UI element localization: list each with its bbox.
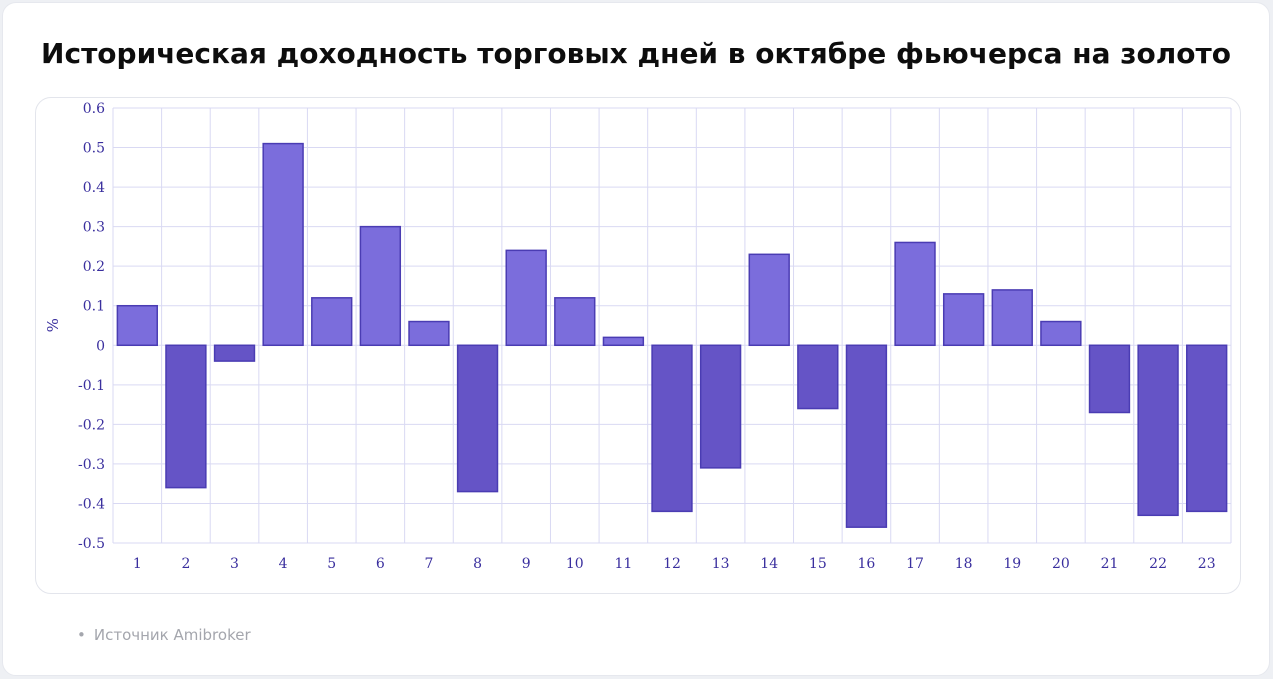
x-tick-label: 21	[1101, 556, 1119, 572]
bar-day-18	[942, 293, 985, 347]
x-tick-label: 11	[614, 556, 632, 572]
x-tick-label: 7	[424, 556, 433, 572]
bar-day-21	[1088, 344, 1131, 414]
bar-day-16	[845, 344, 888, 528]
bar-day-12	[651, 344, 693, 513]
y-tick-label: -0.5	[78, 536, 105, 552]
y-axis-label: %	[44, 318, 62, 332]
x-tick-label: 5	[327, 556, 336, 572]
y-tick-label: 0.1	[83, 299, 105, 315]
bar-day-1	[116, 304, 158, 347]
x-tick-label: 8	[473, 556, 482, 572]
bullet: •	[77, 626, 86, 644]
x-tick-label: 13	[712, 556, 730, 572]
bar-day-7	[408, 320, 450, 347]
bar-day-19	[991, 289, 1033, 347]
bar-day-20	[1040, 320, 1082, 347]
y-tick-label: -0.2	[78, 417, 105, 433]
bars	[116, 142, 1228, 528]
bar-day-15	[797, 344, 839, 410]
x-tick-label: 14	[760, 556, 778, 572]
bar-day-23	[1186, 344, 1228, 513]
x-tick-label: 10	[566, 556, 584, 572]
x-tick-label: 1	[133, 556, 142, 572]
source-text: Источник Amibroker	[93, 626, 251, 644]
bar-day-11	[602, 336, 645, 347]
source-note: • Источник Amibroker	[77, 626, 251, 644]
x-tick-label: 19	[1003, 556, 1021, 572]
x-tick-label: 17	[906, 556, 924, 572]
bar-day-4	[262, 142, 304, 347]
x-tick-label: 2	[181, 556, 190, 572]
bar-day-5	[311, 297, 353, 347]
bar-chart: 0.60.50.40.30.20.10-0.1-0.2-0.3-0.4-0.5 …	[44, 101, 1232, 572]
y-axis-ticks: 0.6 0.5 0.4 0.3 0.2 0.1 0 -0.1 -0.2 -0.3 -0.4 -0.5	[78, 101, 105, 552]
bar-day-10	[554, 297, 596, 347]
y-tick-label: 0.2	[83, 259, 105, 275]
bar-day-17	[894, 241, 936, 347]
x-tick-label: 3	[230, 556, 239, 572]
bar-day-14	[748, 253, 790, 347]
x-axis-ticks: 1 2 3 4 5 6 7 8 9 10 11 12 13 14 15 16 17 18 19 20 21 22 23	[133, 556, 1216, 572]
y-tick-label: 0.5	[83, 141, 105, 157]
y-tick-label: 0.4	[83, 180, 105, 196]
x-tick-label: 20	[1052, 556, 1070, 572]
bar-day-6	[359, 225, 402, 347]
bar-day-9	[505, 249, 547, 347]
y-tick-label: -0.3	[78, 457, 105, 473]
bar-day-2	[165, 344, 207, 489]
x-tick-label: 18	[955, 556, 973, 572]
bar-day-8	[456, 344, 499, 493]
x-tick-label: 16	[858, 556, 876, 572]
x-tick-label: 12	[663, 556, 681, 572]
y-tick-label: -0.1	[78, 378, 105, 394]
chart-card: 0.6 0.5 0.4 0.3 0.2 0.1 0 -0.1 -0.2 -0.3 -0.4 -0.5 …	[35, 97, 1241, 594]
chart-title: Историческая доходность торговых дней в …	[41, 37, 1231, 70]
bar-day-3	[213, 344, 256, 362]
bar-day-22	[1137, 344, 1179, 517]
bar-day-13	[699, 344, 742, 469]
x-tick-label: 9	[522, 556, 531, 572]
y-tick-label: 0.3	[83, 220, 105, 236]
y-tick-label: 0	[96, 338, 105, 354]
y-tick-label: -0.4	[78, 496, 105, 512]
y-tick-label: 0.6	[83, 101, 105, 117]
x-tick-label: 22	[1149, 556, 1167, 572]
x-tick-label: 6	[376, 556, 385, 572]
x-tick-label: 23	[1198, 556, 1216, 572]
x-tick-label: 4	[279, 556, 288, 572]
x-tick-label: 15	[809, 556, 827, 572]
